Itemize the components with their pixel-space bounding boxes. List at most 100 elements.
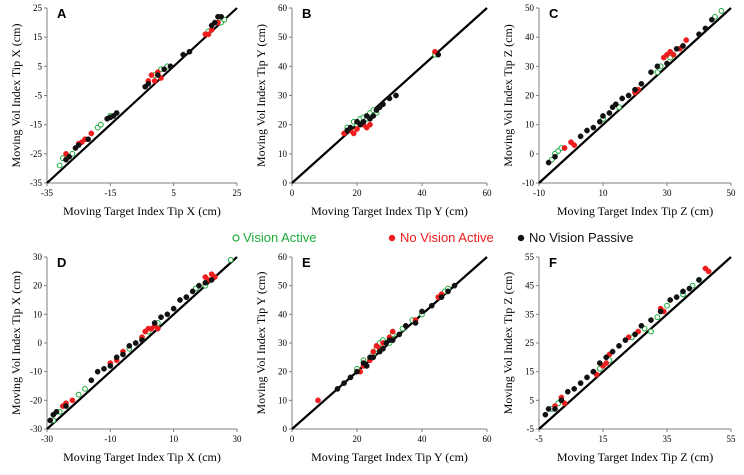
data-point-no-vision-active bbox=[389, 328, 396, 335]
y-axis-label: Moving Vol Index Tip Y (cm) bbox=[254, 271, 268, 414]
data-point-no-vision-passive bbox=[113, 354, 120, 361]
x-tick-label: 40 bbox=[418, 434, 428, 444]
data-point-no-vision-passive bbox=[552, 406, 558, 412]
legend-label: No Vision Active bbox=[400, 230, 494, 245]
x-tick-label: -10 bbox=[104, 434, 116, 444]
data-point-no-vision-passive bbox=[161, 66, 168, 73]
data-point-no-vision-active bbox=[154, 325, 161, 332]
data-point-no-vision-passive bbox=[196, 282, 202, 289]
identity-line bbox=[46, 256, 238, 430]
data-point-no-vision-passive bbox=[612, 101, 619, 108]
data-point-no-vision-passive bbox=[126, 343, 133, 349]
data-point-no-vision-active bbox=[370, 348, 377, 355]
data-point-no-vision-passive bbox=[370, 354, 377, 361]
y-tick-label: 40 bbox=[278, 309, 288, 319]
y-tick-label: 20 bbox=[278, 367, 288, 377]
data-point-no-vision-passive bbox=[680, 43, 686, 49]
x-axis-label: Moving Target Index Tip Z (cm) bbox=[557, 204, 713, 218]
y-tick-label: -35 bbox=[30, 178, 42, 188]
data-point-vision-active bbox=[648, 328, 654, 335]
panels: -35 -25 -15 -5 5 15 25 -35 -15 5 25 A Moving Target … bbox=[9, 3, 736, 464]
x-tick-label: 60 bbox=[483, 434, 493, 444]
panel-a: -35 -25 -15 -5 5 15 25 -35 -15 5 25 A Moving Target … bbox=[9, 3, 242, 218]
data-point-no-vision-passive bbox=[552, 153, 558, 160]
y-axis-label: Moving Vol Index Tip Z (cm) bbox=[501, 272, 515, 415]
data-point-no-vision-active bbox=[354, 126, 360, 132]
data-point-no-vision-passive bbox=[107, 363, 114, 369]
data-point-no-vision-passive bbox=[545, 406, 552, 412]
data-point-no-vision-passive bbox=[702, 25, 709, 32]
data-point-no-vision-passive bbox=[606, 110, 613, 116]
legend: Vision Active No Vision Active No Vision P… bbox=[232, 230, 634, 245]
x-tick-label: 20 bbox=[353, 434, 363, 444]
data-point-no-vision-passive bbox=[66, 153, 73, 160]
data-point-no-vision-passive bbox=[616, 343, 622, 349]
x-axis-label: Moving Target Index Tip X (cm) bbox=[63, 450, 221, 464]
x-tick-label: 20 bbox=[353, 188, 363, 198]
y-tick-label: -30 bbox=[30, 424, 42, 434]
data-point-no-vision-passive bbox=[435, 51, 442, 58]
data-point-vision-active bbox=[82, 385, 88, 392]
y-tick-label: 5 bbox=[530, 395, 535, 405]
data-point-no-vision-passive bbox=[619, 95, 626, 102]
data-point-no-vision-passive bbox=[170, 305, 177, 312]
y-tick-label: 10 bbox=[278, 395, 288, 405]
panel-letter: F bbox=[549, 255, 557, 270]
data-point-no-vision-passive bbox=[596, 118, 603, 125]
panel-d: -30 -20 -10 0 10 20 30 -30 -10 10 30 D Moving Target… bbox=[9, 252, 242, 464]
data-point-no-vision-passive bbox=[180, 51, 187, 58]
data-point-no-vision-active bbox=[670, 51, 677, 58]
legend-item-no-vision-active: No Vision Active bbox=[388, 230, 494, 245]
data-point-no-vision-passive bbox=[396, 331, 403, 338]
data-point-no-vision-passive bbox=[648, 69, 654, 76]
y-tick-label: 20 bbox=[278, 120, 288, 130]
panel-letter: C bbox=[549, 6, 559, 21]
data-point-no-vision-active bbox=[683, 37, 690, 43]
data-point-no-vision-passive bbox=[584, 374, 590, 381]
data-point-no-vision-passive bbox=[590, 368, 597, 375]
data-point-vision-active bbox=[75, 391, 82, 398]
data-point-no-vision-passive bbox=[609, 348, 616, 355]
data-point-no-vision-active bbox=[571, 142, 578, 148]
x-tick-label: -5 bbox=[535, 434, 543, 444]
data-point-no-vision-passive bbox=[638, 80, 645, 87]
data-point-no-vision-passive bbox=[451, 282, 458, 289]
x-tick-label: 0 bbox=[290, 434, 295, 444]
data-point-no-vision-passive bbox=[202, 279, 209, 286]
data-point-no-vision-passive bbox=[208, 277, 215, 283]
data-point-no-vision-passive bbox=[363, 363, 370, 369]
data-point-no-vision-passive bbox=[686, 285, 693, 292]
data-point-no-vision-passive bbox=[402, 322, 409, 329]
panel-b: 0 10 20 30 40 50 60 0 20 40 60 B Moving Target Index… bbox=[254, 3, 492, 218]
legend-marker bbox=[517, 234, 525, 242]
identity-line bbox=[46, 7, 238, 184]
y-tick-label: 20 bbox=[525, 91, 535, 101]
data-point-no-vision-passive bbox=[412, 320, 419, 326]
legend-label: No Vision Passive bbox=[529, 230, 634, 245]
data-point-no-vision-passive bbox=[139, 337, 145, 343]
data-point-no-vision-passive bbox=[445, 288, 451, 295]
data-point-no-vision-passive bbox=[145, 80, 152, 87]
y-tick-label: 60 bbox=[278, 3, 288, 13]
y-tick-label: 0 bbox=[283, 424, 288, 434]
data-point-no-vision-active bbox=[705, 268, 712, 275]
data-point-no-vision-passive bbox=[632, 331, 638, 338]
data-point-no-vision-passive bbox=[438, 294, 445, 300]
legend-marker bbox=[388, 234, 396, 242]
y-tick-label: 0 bbox=[38, 338, 43, 348]
data-point-no-vision-passive bbox=[177, 297, 183, 303]
y-tick-label: 35 bbox=[525, 309, 535, 319]
y-axis-label: Moving Vol Index Tip X (cm) bbox=[9, 271, 23, 415]
y-axis-label: Moving Vol Index Tip Y (cm) bbox=[254, 24, 268, 167]
y-tick-label: 60 bbox=[278, 252, 288, 262]
y-tick-label: 0 bbox=[283, 178, 288, 188]
data-point-no-vision-passive bbox=[596, 360, 603, 366]
panel-letter: E bbox=[302, 255, 311, 270]
y-tick-label: 45 bbox=[525, 281, 535, 291]
y-tick-label: 40 bbox=[525, 32, 535, 42]
data-point-no-vision-active bbox=[561, 145, 568, 151]
y-axis-label: Moving Vol Index Tip Z (cm) bbox=[501, 24, 515, 167]
data-point-no-vision-passive bbox=[218, 13, 225, 20]
y-tick-label: 0 bbox=[530, 149, 535, 159]
data-point-no-vision-passive bbox=[667, 297, 674, 303]
